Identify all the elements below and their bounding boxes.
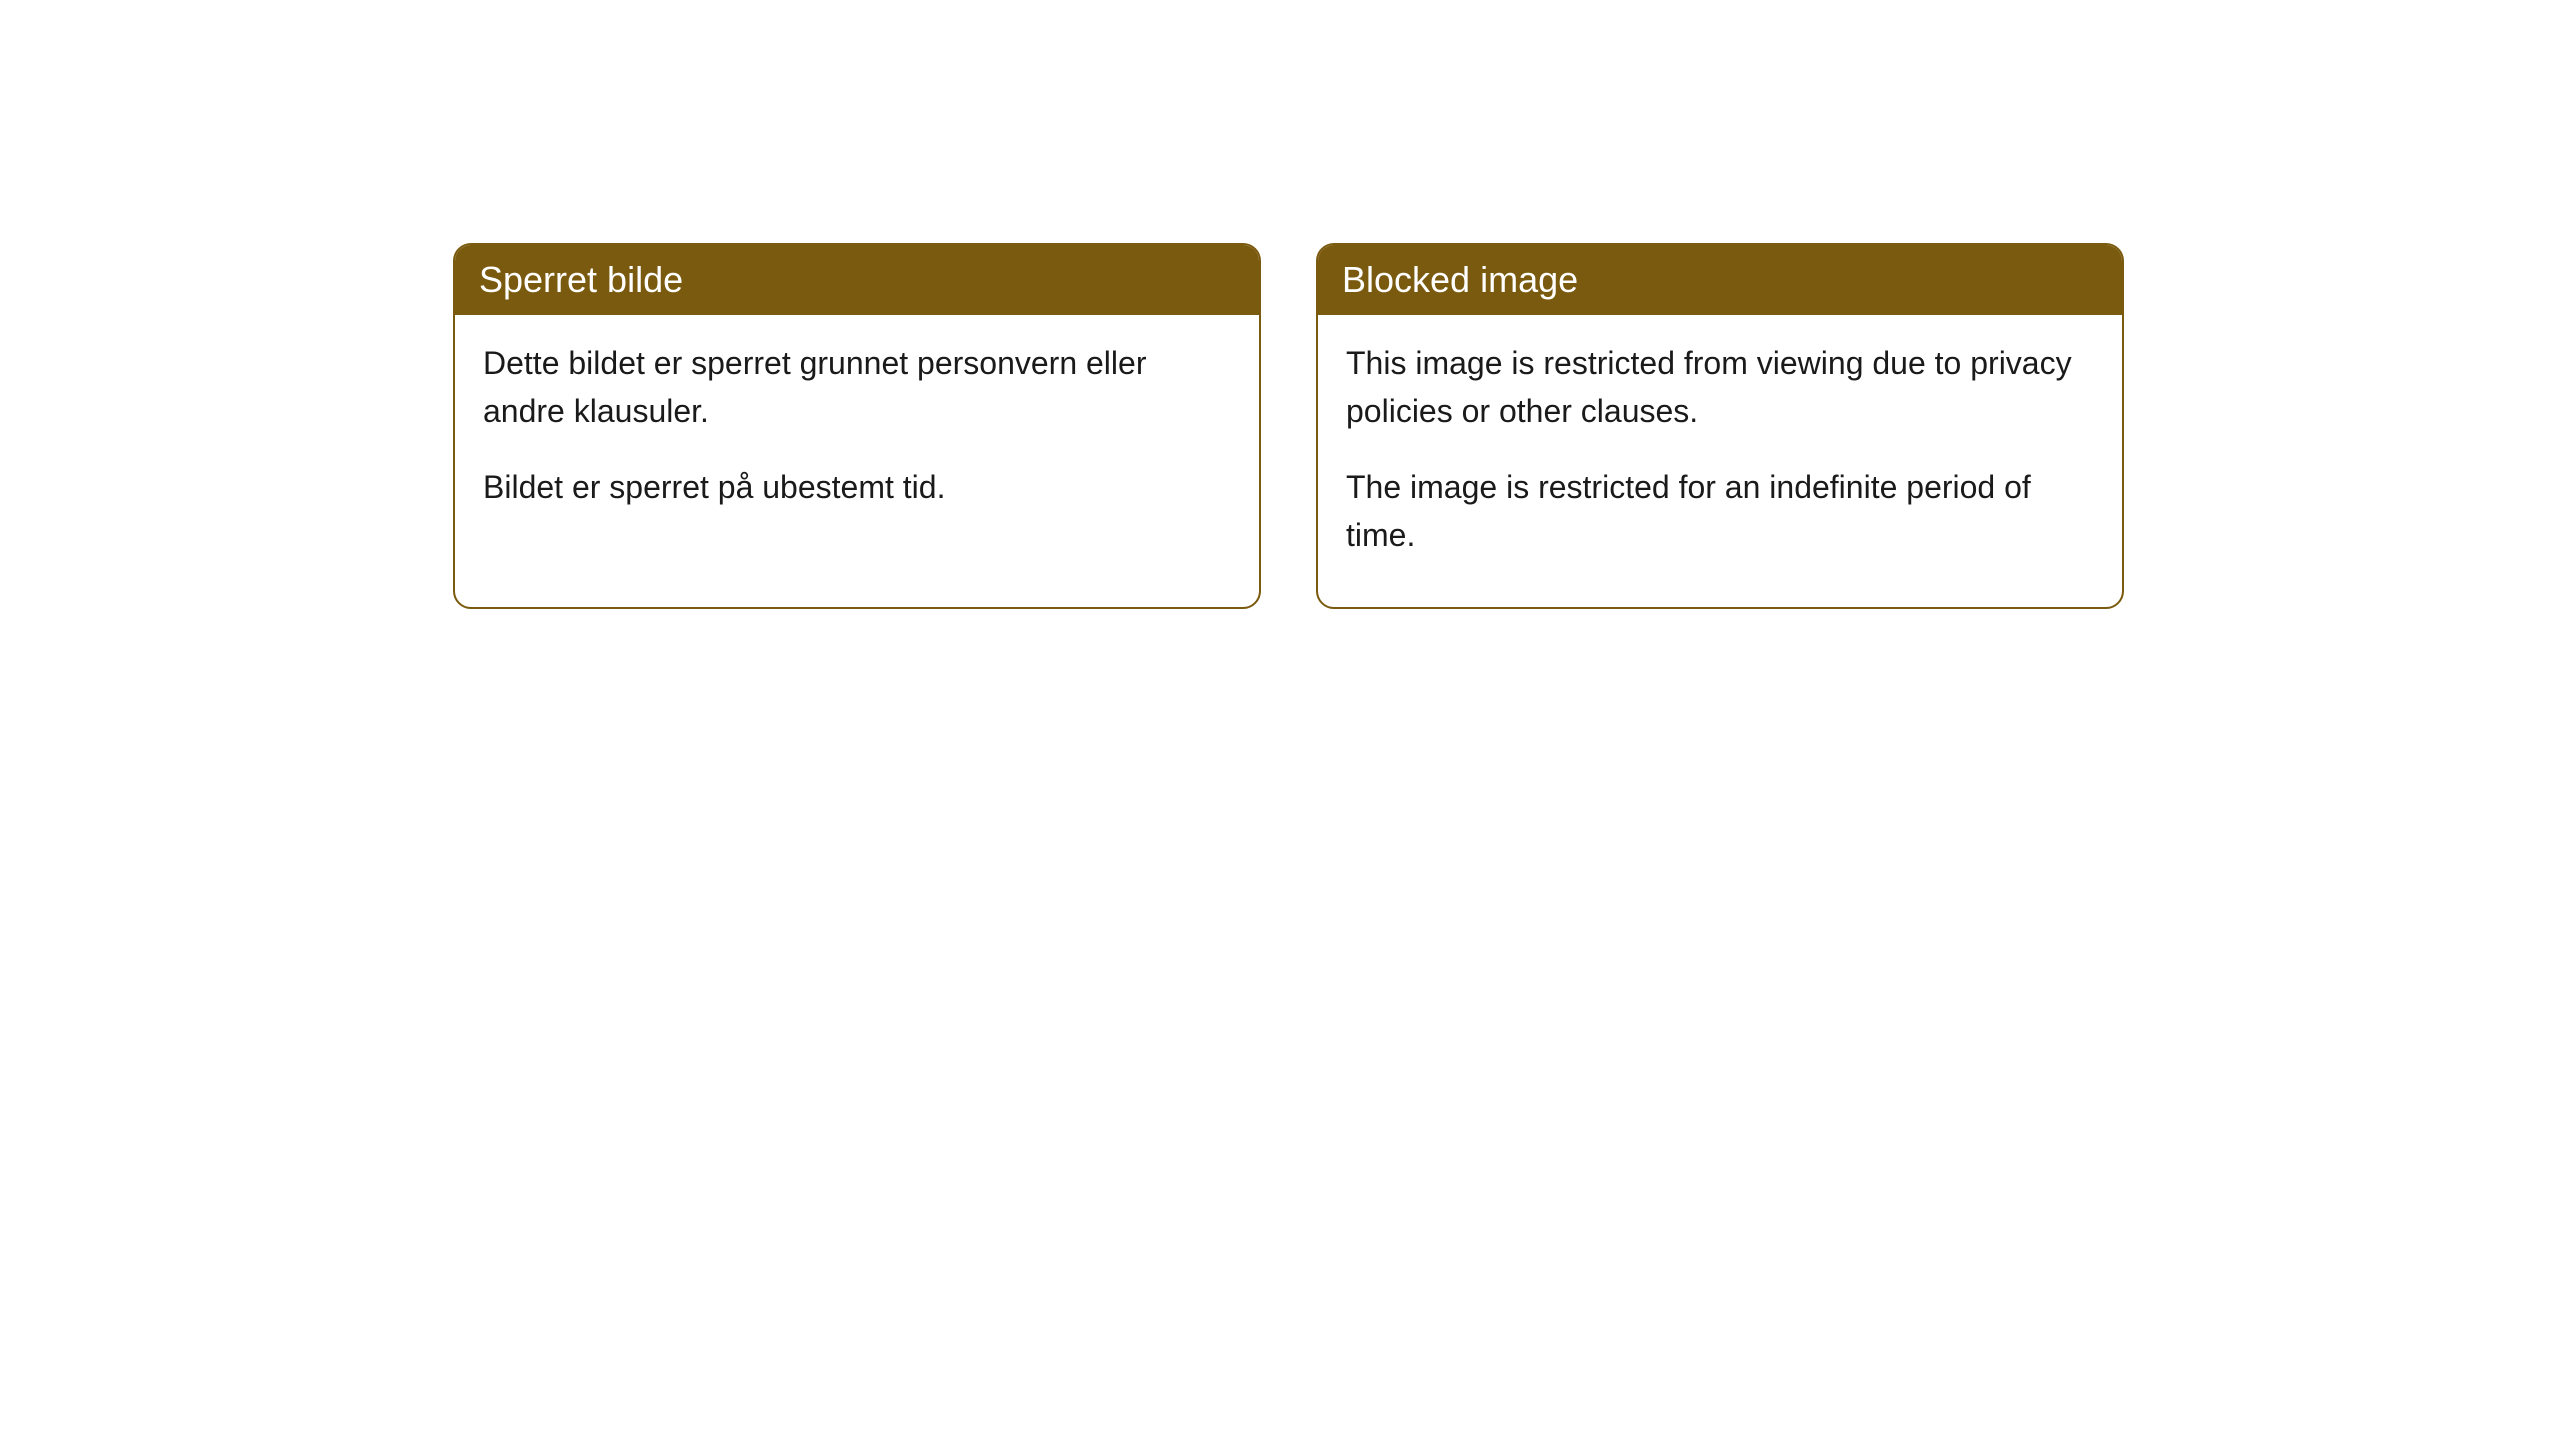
card-body-norwegian: Dette bildet er sperret grunnet personve… [455, 315, 1259, 559]
card-paragraph-2-norwegian: Bildet er sperret på ubestemt tid. [483, 463, 1231, 511]
card-paragraph-1-norwegian: Dette bildet er sperret grunnet personve… [483, 339, 1231, 435]
cards-container: Sperret bilde Dette bildet er sperret gr… [453, 243, 2560, 609]
card-paragraph-1-english: This image is restricted from viewing du… [1346, 339, 2094, 435]
card-norwegian: Sperret bilde Dette bildet er sperret gr… [453, 243, 1261, 609]
card-body-english: This image is restricted from viewing du… [1318, 315, 2122, 607]
card-english: Blocked image This image is restricted f… [1316, 243, 2124, 609]
card-title-norwegian: Sperret bilde [479, 259, 683, 300]
card-paragraph-2-english: The image is restricted for an indefinit… [1346, 463, 2094, 559]
card-header-norwegian: Sperret bilde [455, 245, 1259, 315]
card-title-english: Blocked image [1342, 259, 1578, 300]
card-header-english: Blocked image [1318, 245, 2122, 315]
